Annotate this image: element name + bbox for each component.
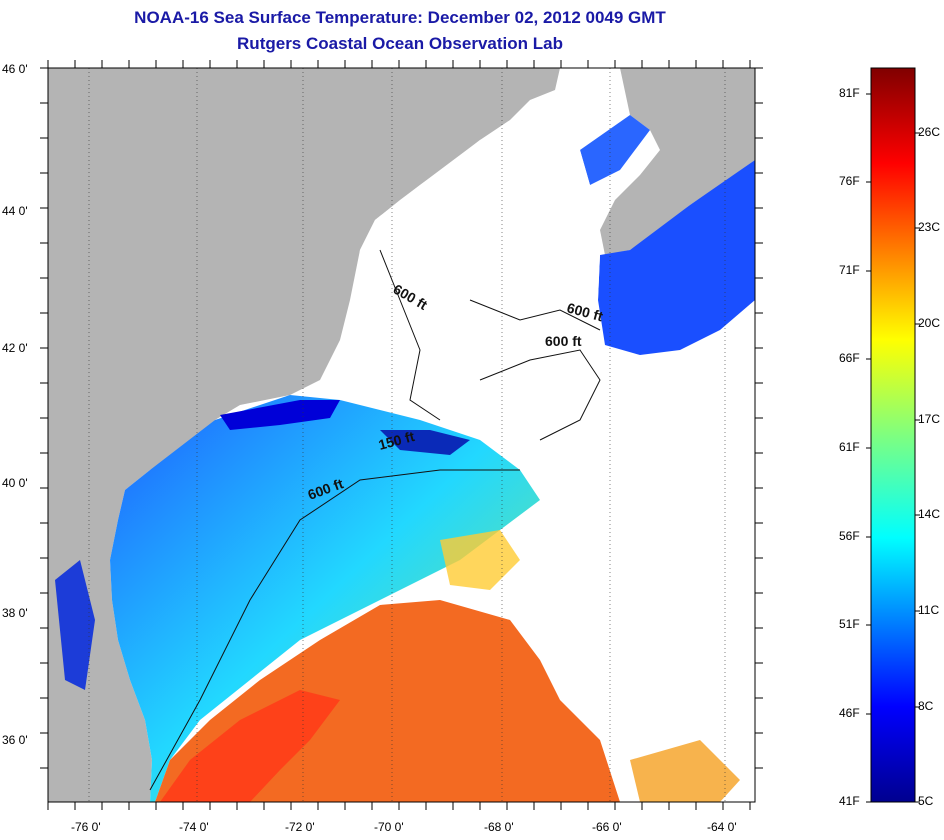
colorbar-f-label: 66F: [839, 351, 860, 365]
lon-tick-label: -74 0': [179, 820, 209, 834]
lat-tick-label: 40 0': [2, 476, 28, 490]
colorbar-f-label: 56F: [839, 529, 860, 543]
lat-tick-label: 42 0': [2, 341, 28, 355]
lon-tick-label: -76 0': [71, 820, 101, 834]
map-subtitle: Rutgers Coastal Ocean Observation Lab: [237, 34, 563, 53]
colorbar-f-label: 76F: [839, 174, 860, 188]
long-island-sound-cold: [220, 400, 340, 430]
colorbar-c-label: 26C: [918, 125, 941, 139]
lat-tick-label: 46 0': [2, 62, 28, 76]
bathymetry-contours: [149, 249, 601, 791]
lat-tick-label: 36 0': [2, 733, 28, 747]
colorbar-c-label: 11C: [918, 603, 940, 617]
map-title: NOAA-16 Sea Surface Temperature: Decembe…: [134, 8, 666, 27]
colorbar-c-label: 23C: [918, 220, 941, 234]
lat-tick-label: 38 0': [2, 606, 28, 620]
colorbar-f-label: 81F: [839, 86, 860, 100]
colorbar-c-label: 17C: [918, 412, 941, 426]
lon-tick-label: -68 0': [484, 820, 514, 834]
bay-of-fundy-cold: [580, 115, 650, 185]
colorbar-f-label: 61F: [839, 440, 860, 454]
lon-tick-label: -66 0': [592, 820, 622, 834]
colorbar-f-label: 71F: [839, 263, 860, 277]
lon-tick-label: -72 0': [285, 820, 315, 834]
axis-ticks: [40, 60, 763, 810]
warm-eddy-yellow: [440, 530, 520, 590]
colorbar-f-label: 46F: [839, 706, 860, 720]
colorbar-f-label: 41F: [839, 794, 860, 808]
map-frame: [47, 67, 756, 803]
land-us-coast: [48, 68, 560, 802]
colorbar: [870, 67, 916, 803]
colorbar-c-label: 8C: [918, 699, 934, 713]
coastal-cold-water: [110, 395, 540, 802]
lon-tick-label: -64 0': [707, 820, 737, 834]
lon-tick-label: -70 0': [374, 820, 404, 834]
contour-label-c: 600 ft: [545, 333, 582, 349]
colorbar-ticks: [866, 93, 920, 803]
gulf-stream-core: [160, 690, 340, 802]
nantucket-shoals-cold: [380, 430, 470, 455]
lat-tick-label: 44 0': [2, 204, 28, 218]
gulf-of-maine-cloud: [350, 120, 600, 410]
land-nova-scotia: [600, 68, 755, 255]
colorbar-c-label: 20C: [918, 316, 941, 330]
colorbar-c-label: 14C: [918, 507, 941, 521]
delaware-bay: [55, 560, 95, 690]
scotian-shelf-cold: [598, 160, 755, 355]
warm-patch-east: [630, 740, 740, 802]
colorbar-c-label: 5C: [918, 794, 934, 808]
colorbar-f-label: 51F: [839, 617, 860, 631]
